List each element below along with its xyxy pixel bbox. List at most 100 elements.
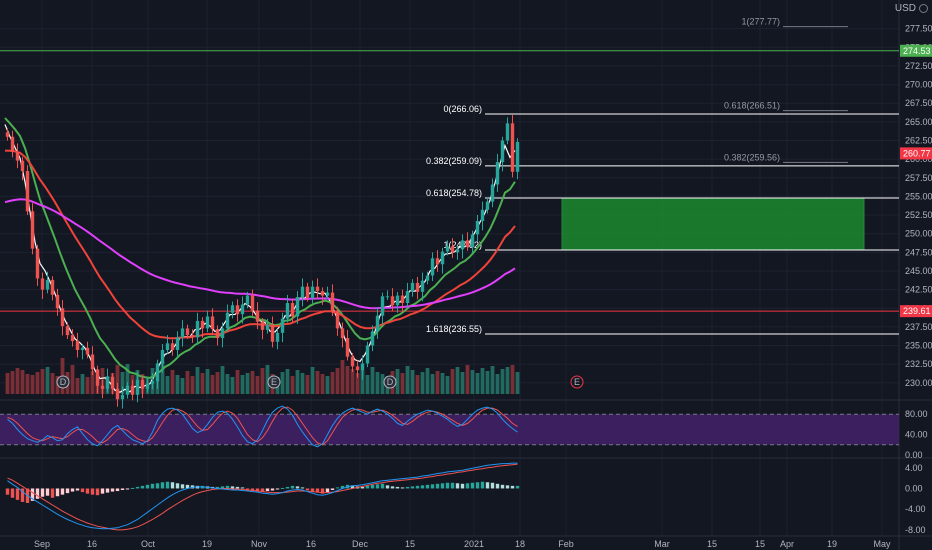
candle-body xyxy=(295,297,300,317)
volume-bar xyxy=(20,370,25,394)
macd-histogram-bar xyxy=(510,485,515,489)
macd-histogram-bar xyxy=(45,488,50,496)
volume-bar xyxy=(250,371,255,394)
macd-histogram-bar xyxy=(40,488,45,497)
macd-histogram-bar xyxy=(330,488,335,491)
fib-level-label: 1.618(236.55) xyxy=(426,324,482,334)
time-axis-tick-label: 16 xyxy=(87,539,97,549)
candle-body xyxy=(450,246,455,253)
price-axis-tick-label: 255.00 xyxy=(905,191,932,201)
candle-body xyxy=(515,141,520,172)
macd-histogram-bar xyxy=(140,485,145,489)
macd-histogram-bar xyxy=(475,482,480,489)
candle-body xyxy=(350,356,355,367)
candle-body xyxy=(135,379,140,395)
volume-bar xyxy=(295,370,300,394)
candle-body xyxy=(375,315,380,332)
volume-bar xyxy=(75,378,80,394)
candle-body xyxy=(200,320,205,329)
candle-body xyxy=(240,304,245,315)
volume-bar xyxy=(495,374,500,394)
candle-body xyxy=(125,385,130,395)
volume-bar xyxy=(185,371,190,394)
candle-body xyxy=(495,162,500,185)
volume-bar xyxy=(465,365,470,394)
macd-histogram-bar xyxy=(5,488,10,495)
price-axis-tick-label: 270.00 xyxy=(905,80,932,90)
candle-body xyxy=(400,295,405,304)
candle-body xyxy=(460,240,465,250)
candle-body xyxy=(310,286,315,298)
macd-axis-tick-label: -4.00 xyxy=(905,504,926,514)
candle-body xyxy=(435,258,440,265)
macd-histogram-bar xyxy=(435,483,440,489)
volume-bar xyxy=(365,375,370,394)
macd-histogram-bar xyxy=(130,487,135,489)
stochastic-axis-tick-label: 80.00 xyxy=(905,409,928,419)
volume-bar xyxy=(280,372,285,394)
volume-bar xyxy=(165,376,170,394)
volume-bar xyxy=(170,370,175,394)
candle-body xyxy=(510,123,515,172)
volume-bar xyxy=(345,366,350,394)
dividend-marker-icon xyxy=(383,375,397,389)
volume-bar xyxy=(180,378,185,394)
volume-bar xyxy=(505,367,510,394)
price-axis-tick-label: 250.00 xyxy=(905,229,932,239)
macd-histogram-bar xyxy=(230,486,235,489)
candle-body xyxy=(215,329,220,339)
macd-histogram-bar xyxy=(505,485,510,489)
candle-body xyxy=(355,366,360,371)
macd-histogram-bar xyxy=(375,484,380,489)
currency-selector[interactable]: USD xyxy=(895,3,928,14)
macd-histogram-bar xyxy=(450,482,455,489)
price-axis-tick-label: 245.00 xyxy=(905,266,932,276)
macd-histogram-bar xyxy=(80,488,85,493)
macd-histogram-bar xyxy=(105,488,110,493)
volume-bar xyxy=(120,372,125,394)
macd-histogram-bar xyxy=(360,486,365,489)
candle-body xyxy=(10,136,15,152)
time-axis-tick-label: 19 xyxy=(202,539,212,549)
volume-bar xyxy=(200,373,205,394)
moving-average-line xyxy=(4,198,516,310)
volume-bar xyxy=(85,377,90,394)
candle-body xyxy=(440,251,445,265)
candle-body xyxy=(300,286,305,298)
macd-histogram-bar xyxy=(390,486,395,489)
macd-histogram-bar xyxy=(310,488,315,492)
settings-dot-icon[interactable] xyxy=(919,4,928,13)
earnings-marker-icon xyxy=(570,375,584,389)
candle-body xyxy=(130,385,135,395)
macd-histogram-bar xyxy=(405,486,410,489)
moving-average-line xyxy=(4,117,516,379)
candle-body xyxy=(500,140,505,163)
candle-body xyxy=(220,328,225,339)
time-axis-tick-label: 16 xyxy=(306,539,316,549)
candle-body xyxy=(105,376,110,389)
macd-histogram-bar xyxy=(370,484,375,489)
volume-bar xyxy=(475,373,480,394)
macd-histogram-bar xyxy=(395,486,400,489)
macd-histogram-bar xyxy=(235,486,240,489)
macd-histogram-bar xyxy=(170,482,175,489)
candle-body xyxy=(390,296,395,306)
candle-body xyxy=(405,291,410,304)
candle-body xyxy=(335,310,340,329)
macd-histogram-bar xyxy=(260,488,265,492)
macd-histogram-bar xyxy=(280,487,285,489)
candle-body xyxy=(285,303,290,319)
volume-bar xyxy=(190,376,195,394)
volume-bar xyxy=(340,360,345,394)
candle-body xyxy=(380,296,385,316)
candle-body xyxy=(165,343,170,351)
candle-body xyxy=(180,328,185,338)
candle-body xyxy=(230,305,235,313)
macd-histogram-bar xyxy=(65,488,70,494)
macd-histogram-bar xyxy=(320,488,325,494)
time-axis-tick-label: Feb xyxy=(558,539,574,549)
volume-bar xyxy=(405,366,410,394)
volume-bar xyxy=(450,369,455,394)
candle-body xyxy=(110,376,115,389)
